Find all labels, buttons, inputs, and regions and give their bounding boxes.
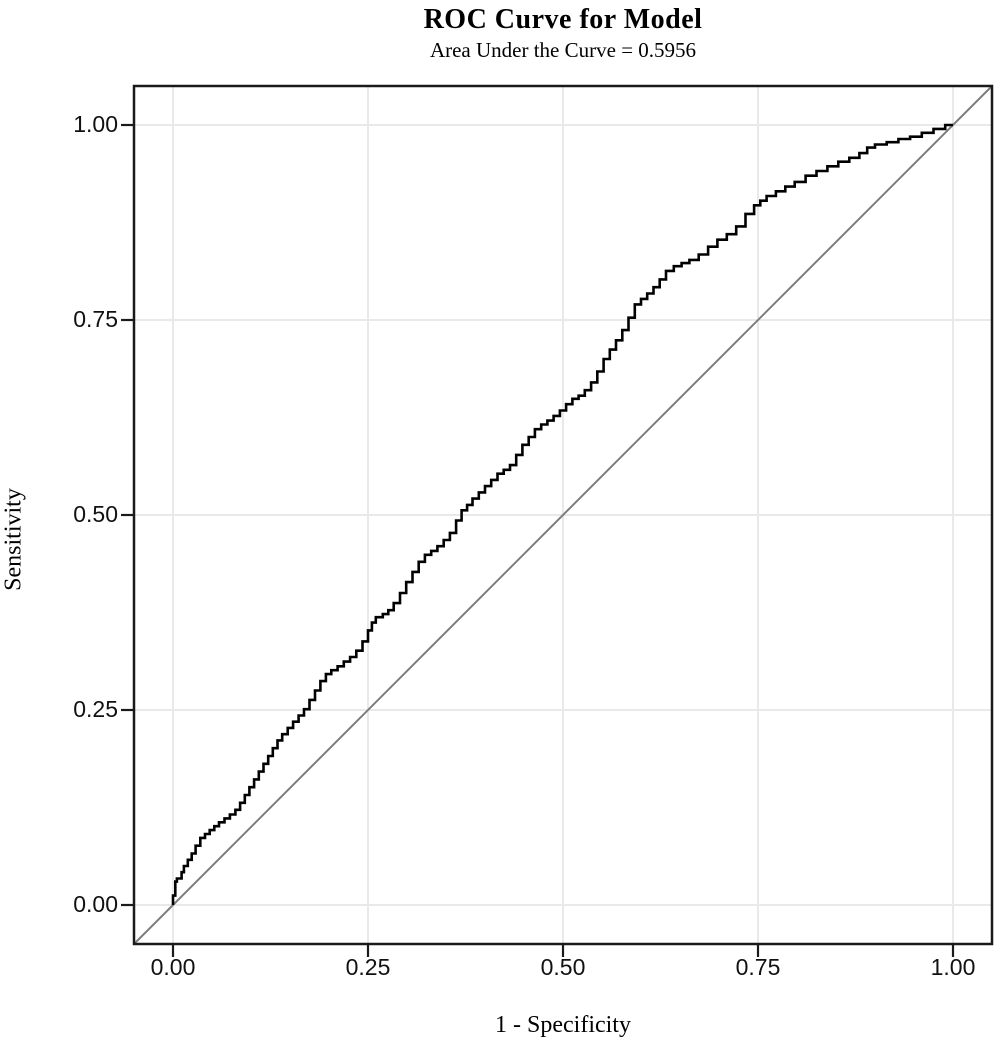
x-tick-label: 0.00 [150,954,196,980]
y-tick-label: 0.25 [73,696,118,722]
x-tick-label: 1.00 [930,954,976,980]
reference-diagonal-line [133,85,993,945]
x-axis-label: 1 - Specificity [495,1012,631,1038]
x-tick-label: 0.25 [345,954,391,980]
y-tick-label: 0.50 [73,501,118,527]
x-tick-label: 0.50 [540,954,586,980]
y-tick-label: 1.00 [73,111,118,137]
chart-subtitle: Area Under the Curve = 0.5956 [429,38,697,62]
roc-curve-path [171,123,953,905]
y-tick-label: 0.00 [73,891,118,917]
y-axis-label: Sensitivity [0,488,27,591]
x-tick-label: 0.75 [735,954,781,980]
chart-title: ROC Curve for Model [423,4,703,35]
y-tick-label: 0.75 [73,306,118,332]
